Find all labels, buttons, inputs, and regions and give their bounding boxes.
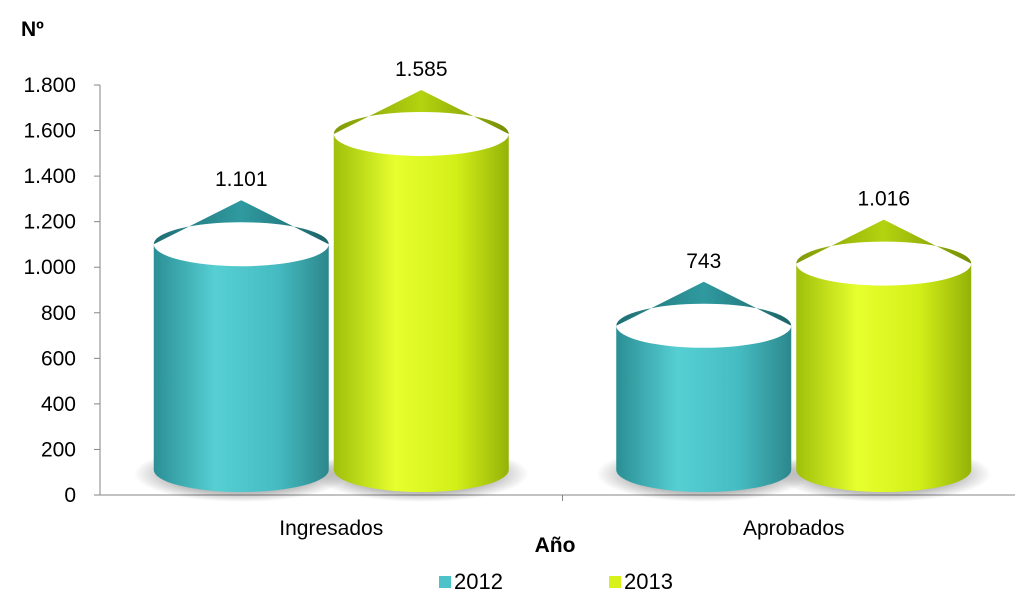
y-tick-label: 0 [64,484,76,507]
x-axis-title: Año [535,534,576,557]
data-label: 1.101 [215,168,268,191]
legend: 2012 2013 [439,569,673,594]
y-tick-label: 1.400 [23,165,76,188]
y-tick-label: 1.000 [23,256,76,279]
y-tick-label: 400 [41,393,76,416]
bar-cap [796,219,972,264]
bar [153,244,329,493]
legend-swatch-2012 [439,576,451,588]
data-label: 743 [686,250,721,273]
y-tick-label: 800 [41,302,76,325]
data-label: 1.585 [395,58,448,81]
y-tick-label: 1.800 [23,74,76,97]
y-tick-label: 200 [41,438,76,461]
y-axis-title: Nº [21,18,44,41]
bars [153,89,972,493]
legend-label-2013: 2013 [624,569,673,594]
legend-label-2012: 2012 [454,569,503,594]
x-tick-label: Ingresados [279,517,383,540]
bar-cap [333,89,509,134]
legend-swatch-2013 [609,576,621,588]
x-tick-label: Aprobados [743,517,845,540]
bar-cap [616,281,792,326]
bar [616,325,792,493]
bar [333,133,509,493]
labels: 1.101 1.585 743 1.016 [215,58,910,273]
bar-cap [153,200,329,245]
y-tick-label: 1.200 [23,211,76,234]
bar [796,263,972,493]
axes: 0 200 400 600 800 1.000 1.200 1.400 1.600 1.800 In… [23,74,1015,540]
y-tick-label: 1.600 [23,120,76,143]
data-label: 1.016 [857,188,910,211]
y-tick-label: 600 [41,347,76,370]
